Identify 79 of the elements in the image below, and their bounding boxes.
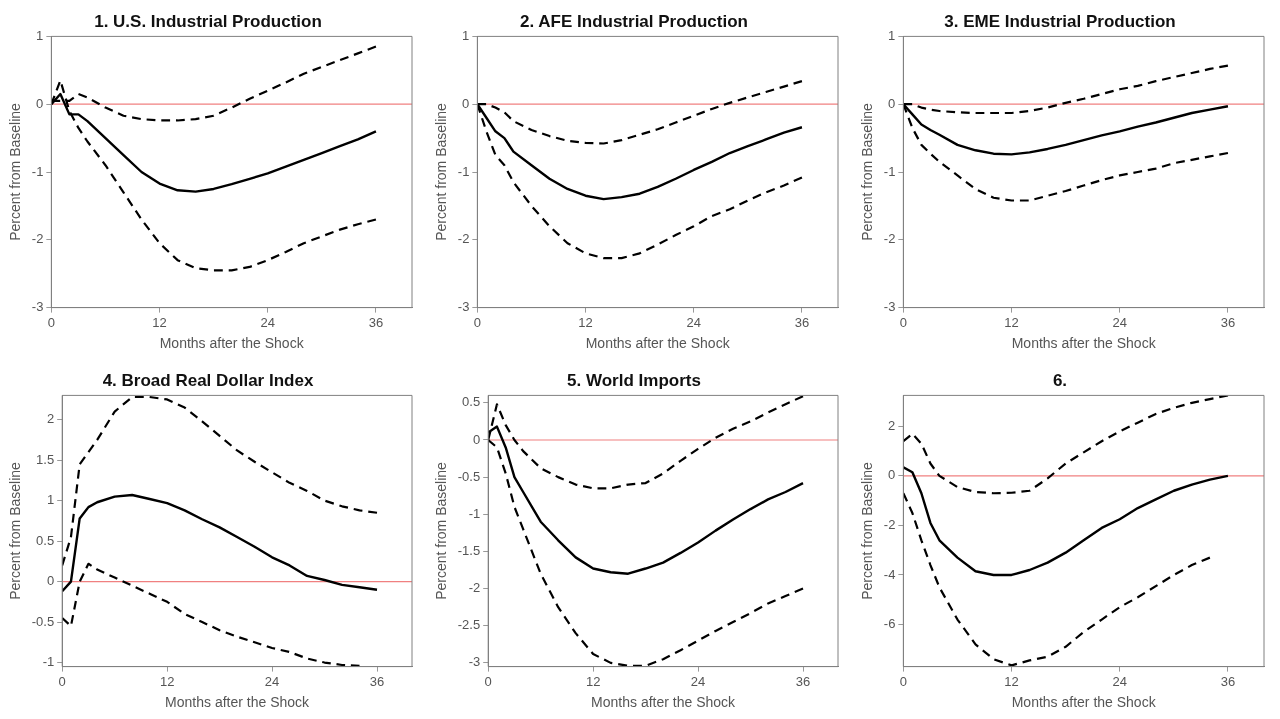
x-tick-label: 12 — [159, 673, 175, 689]
y-tick-label: -2 — [883, 231, 896, 247]
y-tick-label: 1 — [36, 27, 44, 43]
x-axis-title: Months after the Shock — [159, 335, 305, 352]
x-tick-label: 36 — [368, 314, 384, 330]
y-tick-label: -1 — [457, 163, 470, 179]
x-axis-title: Months after the Shock — [591, 694, 737, 711]
y-tick-label: 0 — [36, 95, 44, 111]
y-tick-label: -2 — [457, 231, 470, 247]
y-tick-label: 2 — [46, 411, 55, 427]
y-axis-title: Percent from Baseline — [7, 102, 24, 241]
y-tick-label: 0 — [46, 573, 55, 589]
y-tick-label: -1 — [31, 163, 44, 179]
x-tick-label: 12 — [585, 673, 601, 689]
y-tick-label: -1 — [42, 654, 55, 670]
chart-title: 1. U.S. Industrial Production — [94, 11, 322, 31]
y-tick-label: 0.5 — [462, 394, 481, 410]
x-tick-label: 24 — [1112, 673, 1127, 689]
line-series — [62, 395, 379, 567]
y-tick-label: 2 — [888, 417, 896, 433]
y-tick-label: -0.5 — [457, 468, 481, 484]
x-axis-title: Months after the Shock — [165, 694, 311, 711]
y-axis-title: Percent from Baseline — [859, 461, 876, 600]
x-tick-label: 12 — [152, 314, 167, 330]
y-tick-label: -1 — [468, 505, 481, 521]
x-tick-label: 36 — [369, 673, 385, 689]
x-tick-label: 36 — [1220, 673, 1236, 689]
y-tick-label: -0.5 — [31, 613, 55, 629]
y-tick-label: 0 — [462, 95, 470, 111]
x-tick-label: 24 — [260, 314, 275, 330]
x-tick-label: 36 — [1220, 314, 1236, 330]
chart-title: 6. — [1052, 370, 1068, 390]
line-series — [903, 395, 1230, 495]
x-axis-title: Months after the Shock — [585, 335, 731, 352]
x-tick-label: 0 — [484, 673, 492, 689]
x-tick-label: 12 — [1004, 673, 1019, 689]
y-tick-label: 1 — [462, 27, 470, 43]
y-tick-label: 1 — [888, 27, 896, 43]
y-tick-label: -2 — [468, 580, 481, 596]
x-tick-label: 24 — [690, 673, 706, 689]
y-axis-title: Percent from Baseline — [433, 461, 450, 600]
y-tick-label: -2 — [883, 517, 896, 533]
chart-title: 5. World Imports — [567, 370, 701, 390]
x-axis-title: Months after the Shock — [1011, 335, 1157, 352]
line-series — [62, 562, 361, 667]
x-tick-label: 0 — [899, 314, 907, 330]
y-axis-title: Percent from Baseline — [433, 102, 450, 241]
x-tick-label: 12 — [578, 314, 593, 330]
y-tick-label: 0 — [888, 467, 896, 483]
chart-title: 3. EME Industrial Production — [944, 11, 1176, 31]
y-tick-label: 0 — [888, 95, 896, 111]
y-tick-label: -2 — [31, 231, 44, 247]
y-tick-label: -6 — [883, 616, 896, 632]
y-axis-title: Percent from Baseline — [859, 102, 876, 241]
y-tick-label: -1.5 — [457, 543, 481, 559]
x-axis-title: Months after the Shock — [1011, 694, 1157, 711]
y-tick-label: -2.5 — [457, 617, 481, 633]
y-tick-label: 1.5 — [36, 451, 55, 467]
x-tick-label: 0 — [58, 673, 66, 689]
chart-title: 4. Broad Real Dollar Index — [102, 370, 314, 390]
y-tick-label: -3 — [31, 299, 44, 315]
y-axis-title: Percent from Baseline — [7, 461, 24, 600]
y-tick-label: 0.5 — [36, 532, 55, 548]
y-tick-label: -3 — [468, 654, 481, 670]
y-tick-label: -3 — [883, 299, 896, 315]
line-series — [903, 492, 1211, 667]
y-tick-label: 1 — [46, 492, 55, 508]
y-tick-label: 0 — [472, 431, 481, 447]
chart-title: 2. AFE Industrial Production — [520, 11, 748, 31]
x-tick-label: 12 — [1004, 314, 1019, 330]
x-tick-label: 24 — [686, 314, 701, 330]
x-tick-label: 36 — [795, 673, 811, 689]
y-tick-label: -3 — [457, 299, 470, 315]
y-tick-label: -1 — [883, 163, 896, 179]
x-tick-label: 24 — [1112, 314, 1127, 330]
x-tick-label: 36 — [794, 314, 810, 330]
x-tick-label: 0 — [899, 673, 907, 689]
x-tick-label: 24 — [264, 673, 280, 689]
y-tick-label: -4 — [883, 566, 896, 582]
